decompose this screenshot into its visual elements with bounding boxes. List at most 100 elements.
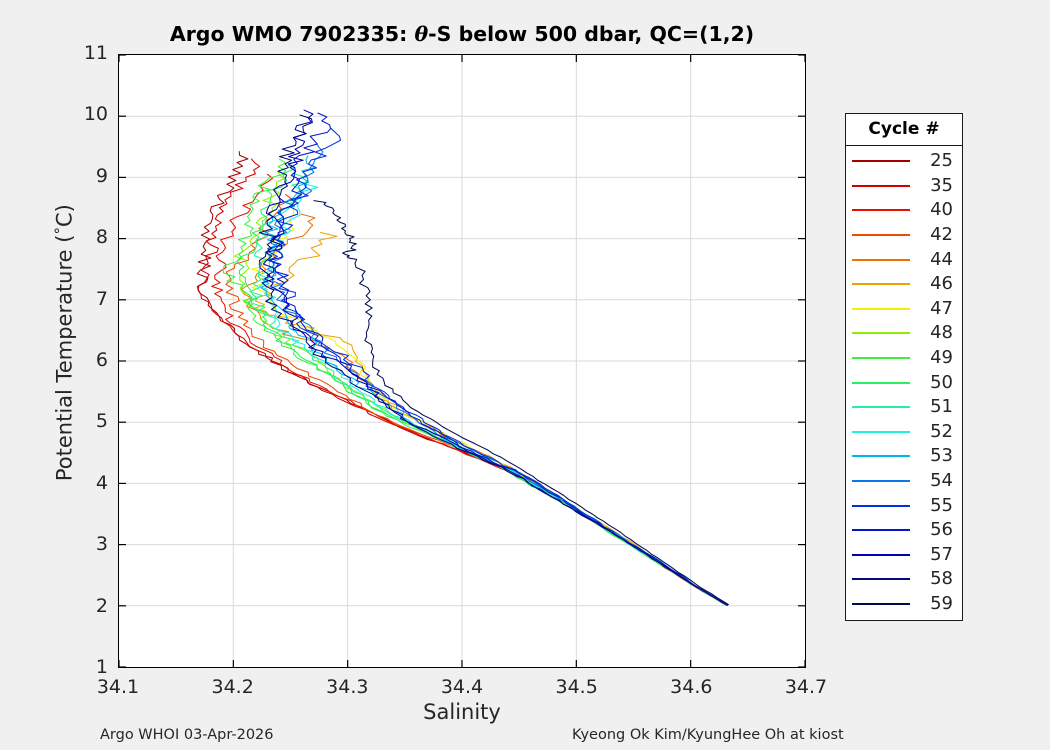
legend-item-44[interactable]: 44 [846, 247, 962, 272]
legend-line-icon [852, 234, 910, 237]
legend-label: 52 [930, 420, 953, 442]
profile-cycle-48 [234, 170, 728, 606]
axis-ticks [119, 55, 805, 667]
legend-line-icon [852, 381, 910, 384]
profile-cycle-46 [253, 231, 728, 606]
theta-symbol: θ [414, 22, 429, 46]
y-axis-label-suffix: C) [52, 204, 77, 228]
legend-label: 48 [930, 322, 953, 344]
legend-label: 58 [930, 568, 953, 590]
legend-line-icon [852, 160, 910, 163]
x-tick-34-7: 34.7 [784, 676, 828, 698]
legend-line-icon [852, 258, 910, 261]
y-tick-3: 3 [95, 533, 108, 556]
legend-line-icon [852, 553, 910, 556]
legend-line-icon [852, 184, 910, 187]
footer-right: Kyeong Ok Kim/KyungHee Oh at kiost [572, 727, 844, 743]
x-tick-34-3: 34.3 [326, 676, 369, 698]
y-tick-10: 10 [83, 103, 108, 126]
legend-line-icon [852, 209, 910, 212]
legend-label: 56 [930, 519, 953, 541]
title-suffix: -S below 500 dbar, QC=(1,2) [428, 22, 755, 46]
legend-item-55[interactable]: 55 [846, 493, 962, 518]
legend-label: 55 [930, 494, 953, 516]
legend-line-icon [852, 430, 910, 433]
legend-line-icon [852, 529, 910, 532]
legend-label: 57 [930, 543, 953, 565]
profile-cycle-53 [260, 155, 728, 606]
y-tick-6: 6 [95, 349, 108, 371]
legend-item-48[interactable]: 48 [846, 321, 962, 346]
legend-item-58[interactable]: 58 [846, 567, 962, 592]
profile-cycle-49 [222, 158, 728, 606]
legend-line-icon [852, 332, 910, 335]
y-tick-4: 4 [95, 471, 108, 494]
legend-label: 40 [930, 199, 953, 221]
profile-cycle-59 [313, 200, 729, 606]
footer-left: Argo WHOI 03-Apr-2026 [100, 727, 274, 743]
legend-label: 51 [930, 396, 953, 418]
profiles-svg [119, 55, 805, 667]
y-tick-2: 2 [95, 594, 108, 617]
legend-label: 54 [930, 470, 953, 492]
x-tick-34-2: 34.2 [211, 676, 254, 698]
legend-item-47[interactable]: 47 [846, 297, 962, 322]
y-tick-7: 7 [95, 287, 108, 310]
legend-line-icon [852, 578, 910, 581]
profile-cycle-42 [225, 194, 728, 606]
x-axis-label: Salinity [423, 700, 501, 724]
legend-label: 25 [930, 150, 953, 172]
legend-line-icon [852, 307, 910, 310]
legend-line-icon [852, 406, 910, 409]
x-tick-34-5: 34.5 [555, 676, 598, 698]
legend-item-25[interactable]: 25 [846, 149, 962, 174]
profile-cycle-54 [266, 143, 728, 606]
gridlines [119, 55, 805, 667]
legend-label: 50 [930, 371, 953, 393]
y-tick-9: 9 [95, 164, 108, 187]
legend-item-49[interactable]: 49 [846, 346, 962, 371]
legend-item-52[interactable]: 52 [846, 420, 962, 445]
plot-area [118, 54, 806, 668]
legend-item-57[interactable]: 57 [846, 543, 962, 568]
profile-lines [196, 109, 729, 606]
x-tick-34-4: 34.4 [440, 676, 484, 698]
x-tick-34-1: 34.1 [96, 676, 140, 698]
profile-cycle-44 [240, 213, 728, 606]
legend-line-icon [852, 357, 910, 360]
y-tick-5: 5 [95, 410, 108, 433]
profile-cycle-57 [258, 109, 728, 606]
y-tick-11: 11 [83, 42, 108, 64]
profile-cycle-55 [267, 127, 728, 606]
legend-label: 35 [930, 174, 953, 196]
legend-line-icon [852, 504, 910, 507]
legend-item-40[interactable]: 40 [846, 198, 962, 223]
legend-line-icon [852, 480, 910, 483]
legend-label: 53 [930, 445, 953, 467]
legend-item-51[interactable]: 51 [846, 395, 962, 420]
legend-item-50[interactable]: 50 [846, 370, 962, 395]
legend-item-53[interactable]: 53 [846, 444, 962, 469]
legend-label: 47 [930, 297, 953, 319]
x-tick-34-6: 34.6 [670, 676, 713, 698]
profile-cycle-56 [268, 112, 728, 606]
legend-line-icon [852, 455, 910, 458]
legend-item-54[interactable]: 54 [846, 469, 962, 494]
legend-label: 44 [930, 248, 953, 270]
degree-symbol: ° [51, 227, 70, 235]
legend-label: 59 [930, 592, 953, 614]
legend-panel: Cycle # 25 35 40 42 44 46 47 48 49 50 51 52 53 54 55 56… [845, 113, 963, 622]
legend-label: 42 [930, 224, 953, 246]
legend-label: 46 [930, 273, 953, 295]
profile-cycle-52 [258, 182, 728, 606]
legend-item-35[interactable]: 35 [846, 174, 962, 199]
profile-cycle-50 [237, 164, 727, 606]
profile-cycle-58 [258, 114, 728, 606]
legend-item-59[interactable]: 59 [846, 592, 962, 617]
legend-line-icon [852, 283, 910, 286]
legend-item-42[interactable]: 42 [846, 223, 962, 248]
legend-title: Cycle # [846, 114, 962, 146]
legend-item-46[interactable]: 46 [846, 272, 962, 297]
legend-item-56[interactable]: 56 [846, 518, 962, 543]
